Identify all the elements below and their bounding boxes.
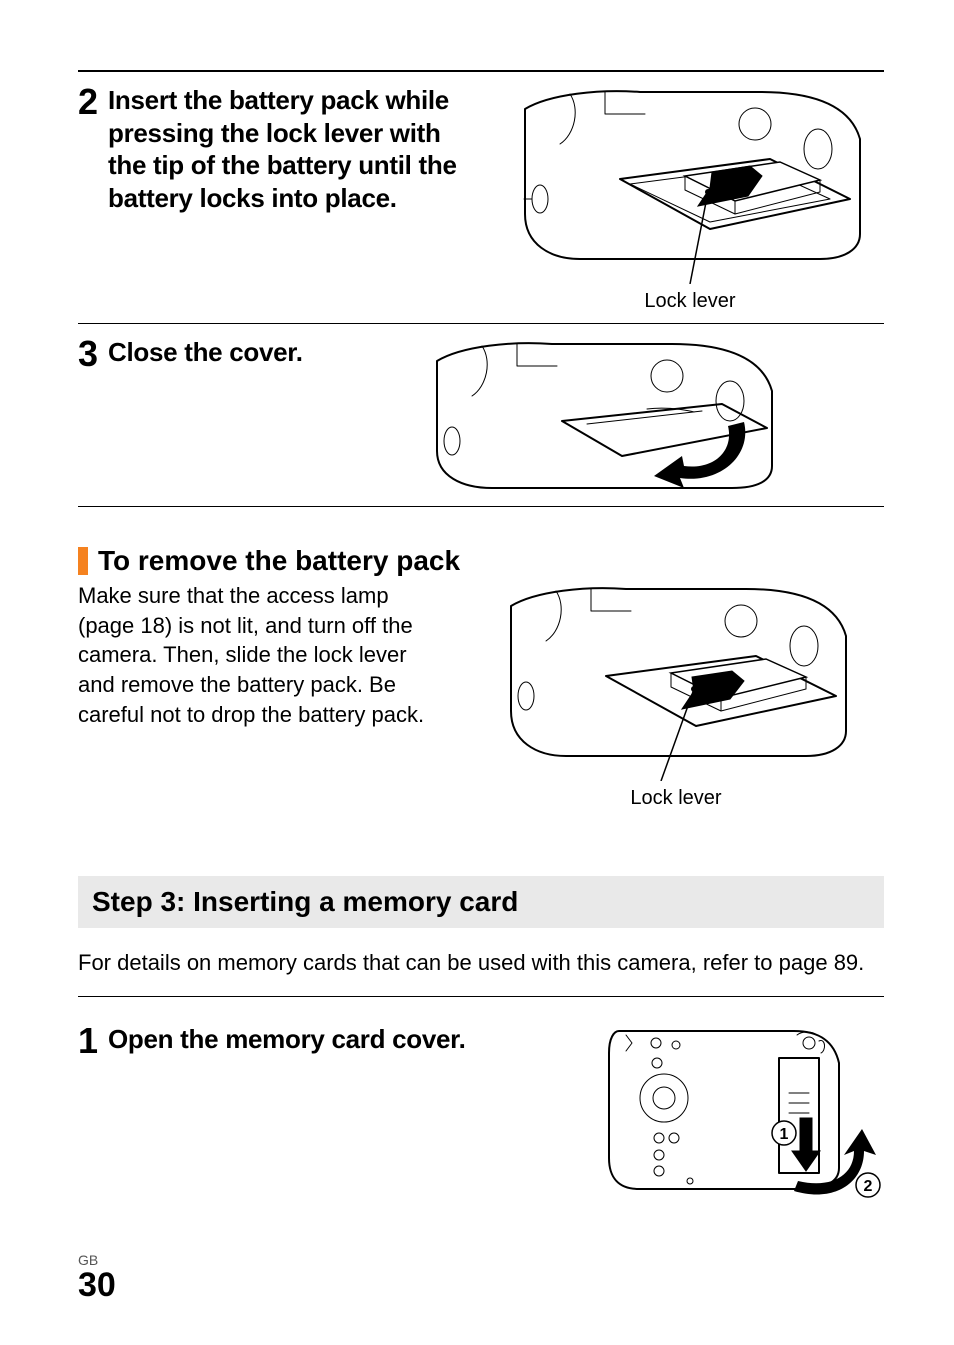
step-2-row: 2 Insert the battery pack while pressing… <box>78 72 884 323</box>
step-3-body: Close the cover. <box>108 336 884 496</box>
remove-battery-section: To remove the battery pack Make sure tha… <box>78 545 884 810</box>
mem-step-1-row: 1 Open the memory card cover. <box>78 1009 884 1208</box>
callout-2-text: 2 <box>864 1178 873 1195</box>
rule-mid-3 <box>78 996 884 997</box>
remove-battery-illustration <box>496 581 856 781</box>
step-3-illustration-col <box>321 336 884 496</box>
accent-bar-icon <box>78 547 88 575</box>
section-3-title: Step 3: Inserting a memory card <box>92 886 870 918</box>
section-3-intro: For details on memory cards that can be … <box>78 948 884 978</box>
close-cover-illustration <box>422 336 782 496</box>
memory-card-cover-illustration: 1 2 <box>564 1023 884 1203</box>
step-2-body: Insert the battery pack while pressing t… <box>108 84 884 313</box>
callout-1: 1 <box>772 1121 796 1145</box>
step-3-row: 3 Close the cover. <box>78 324 884 506</box>
step-2-number: 2 <box>78 84 104 120</box>
step-3-number: 3 <box>78 336 104 372</box>
callout-2: 2 <box>856 1173 880 1197</box>
footer-page-number: 30 <box>78 1266 116 1305</box>
page-footer: GB 30 <box>78 1252 116 1305</box>
rule-mid-2 <box>78 506 884 507</box>
step-3-title: Close the cover. <box>108 336 303 369</box>
remove-battery-body-row: Make sure that the access lamp (page 18)… <box>78 581 884 810</box>
remove-battery-illustration-col: Lock lever <box>468 581 884 810</box>
battery-insert-illustration <box>510 84 870 284</box>
mem-step-1-illustration-col: 1 2 <box>564 1023 884 1208</box>
manual-page: 2 Insert the battery pack while pressing… <box>0 0 954 1345</box>
mem-step-1-title: Open the memory card cover. <box>108 1023 560 1056</box>
remove-battery-heading: To remove the battery pack <box>98 545 460 577</box>
remove-battery-heading-row: To remove the battery pack <box>78 545 884 577</box>
lock-lever-caption-a: Lock lever <box>644 290 735 313</box>
remove-battery-text: Make sure that the access lamp (page 18)… <box>78 581 438 729</box>
section-3-bar: Step 3: Inserting a memory card <box>78 876 884 928</box>
lock-lever-caption-b: Lock lever <box>630 787 721 810</box>
mem-step-1-number: 1 <box>78 1023 104 1059</box>
step-2-illustration-col: Lock lever <box>496 84 884 313</box>
callout-1-text: 1 <box>780 1126 789 1143</box>
step-2-title: Insert the battery pack while pressing t… <box>108 84 478 214</box>
